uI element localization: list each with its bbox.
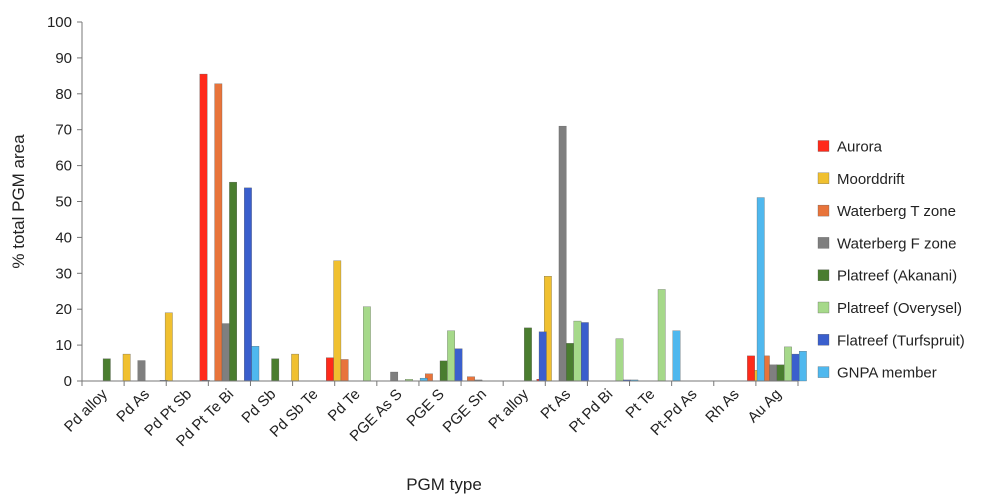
bar-platreef-akanani--8 <box>439 360 448 382</box>
bar-waterberg-t-zone-6 <box>340 359 349 382</box>
bar-platreef-overysel--12 <box>615 338 624 382</box>
bar-flatreef-turfspruit--11 <box>581 322 589 382</box>
bar-waterberg-t-zone-9 <box>467 376 475 382</box>
y-axis-ticks: 0 10 20 30 40 50 60 70 80 90 100 <box>47 14 82 390</box>
bar-platreef-overysel--16 <box>784 346 792 382</box>
legend-label: Aurora <box>837 139 883 156</box>
y-tick-label: 100 <box>47 14 72 31</box>
bar-waterberg-f-zone-3 <box>221 323 230 382</box>
bar-flatreef-turfspruit--8 <box>454 348 463 382</box>
legend-label: Waterberg T zone <box>837 203 956 220</box>
bar-platreef-akanani--10 <box>524 327 532 382</box>
x-tick-label: Pd alloy <box>61 385 111 435</box>
y-tick-label: 90 <box>55 50 72 67</box>
bar-platreef-akanani--0 <box>102 358 111 382</box>
y-tick-label: 0 <box>64 373 72 390</box>
legend-label: Platreef (Akanani) <box>837 268 957 285</box>
bar-aurora-6 <box>326 357 334 382</box>
x-tick-label: Pd Sb <box>238 386 279 427</box>
legend-swatch-aurora <box>817 140 830 152</box>
bar-gnpa-member-16 <box>798 351 807 382</box>
bar-waterberg-f-zone-7 <box>390 371 399 382</box>
bar-waterberg-f-zone-11 <box>558 125 567 382</box>
y-tick-label: 70 <box>55 122 72 139</box>
y-tick-label: 30 <box>55 265 72 282</box>
bar-platreef-overysel--6 <box>363 306 371 382</box>
bar-moorddrift-1 <box>122 353 131 382</box>
bar-platreef-overysel--8 <box>447 330 455 382</box>
x-tick-label: Pt-Pd As <box>647 386 700 439</box>
legend-swatch-waterberg-t-zone <box>817 204 830 217</box>
bar-flatreef-turfspruit--3 <box>244 187 252 382</box>
bar-waterberg-t-zone-3 <box>214 83 223 382</box>
x-tick-label: Pt Pd Bi <box>566 386 616 436</box>
y-tick-label: 60 <box>55 158 72 175</box>
x-tick-label: Pt As <box>537 386 574 423</box>
legend-label: GNPA member <box>837 365 937 382</box>
legend-swatch-platreef-akanani- <box>817 269 830 281</box>
bar-platreef-akanani--11 <box>566 343 574 382</box>
bar-platreef-akanani--4 <box>271 358 280 382</box>
bar-gnpa-member-15 <box>756 197 765 382</box>
legend-swatch-flatreef-turfspruit- <box>817 334 830 346</box>
x-axis-title: PGM type <box>406 475 482 494</box>
x-tick-label: Pd Te <box>325 386 364 425</box>
bar-platreef-overysel--11 <box>573 320 582 382</box>
bar-waterberg-f-zone-1 <box>137 360 146 382</box>
bar-moorddrift-2 <box>164 312 173 382</box>
legend-label: Flatreef (Turfspruit) <box>837 332 965 349</box>
bar-waterberg-f-zone-16 <box>769 364 778 382</box>
x-tick-label: Pt alloy <box>485 385 532 432</box>
bars <box>102 73 807 382</box>
legend-swatch-moorddrift <box>817 172 830 184</box>
legend-swatch-platreef-overysel- <box>817 301 830 314</box>
y-tick-label: 10 <box>55 337 72 354</box>
bar-gnpa-member-13 <box>672 330 681 382</box>
legend-swatch-gnpa-member <box>817 366 830 378</box>
x-tick-label: PGE Sn <box>440 386 490 436</box>
legend: Aurora Moorddrift Waterberg T zone Waterber… <box>817 139 965 382</box>
bar-gnpa-member-3 <box>251 346 260 382</box>
bar-flatreef-turfspruit--16 <box>791 353 800 382</box>
bar-platreef-overysel--13 <box>657 289 666 382</box>
y-tick-label: 50 <box>55 194 72 211</box>
bar-aurora-16 <box>747 355 755 382</box>
y-axis-title: % total PGM area <box>9 134 28 269</box>
bar-platreef-akanani--16 <box>776 364 785 382</box>
legend-label: Moorddrift <box>837 171 905 188</box>
legend-label: Platreef (Overysel) <box>837 300 962 317</box>
y-tick-label: 20 <box>55 301 72 318</box>
bar-moorddrift-6 <box>333 260 342 382</box>
x-tick-label: Pd As <box>113 386 153 426</box>
x-tick-label: Pt Te <box>622 386 658 422</box>
bar-aurora-3 <box>199 73 208 382</box>
legend-label: Waterberg F zone <box>837 235 957 252</box>
x-tick-label: Au Ag <box>744 386 784 426</box>
x-tick-label: Rh As <box>702 386 742 426</box>
axes <box>81 22 798 382</box>
bar-moorddrift-5 <box>291 353 299 382</box>
bar-platreef-akanani--3 <box>229 181 237 382</box>
legend-swatch-waterberg-f-zone <box>817 237 830 249</box>
y-tick-label: 40 <box>55 229 72 246</box>
bar-flatreef-turfspruit--10 <box>538 331 547 382</box>
y-tick-label: 80 <box>55 86 72 103</box>
